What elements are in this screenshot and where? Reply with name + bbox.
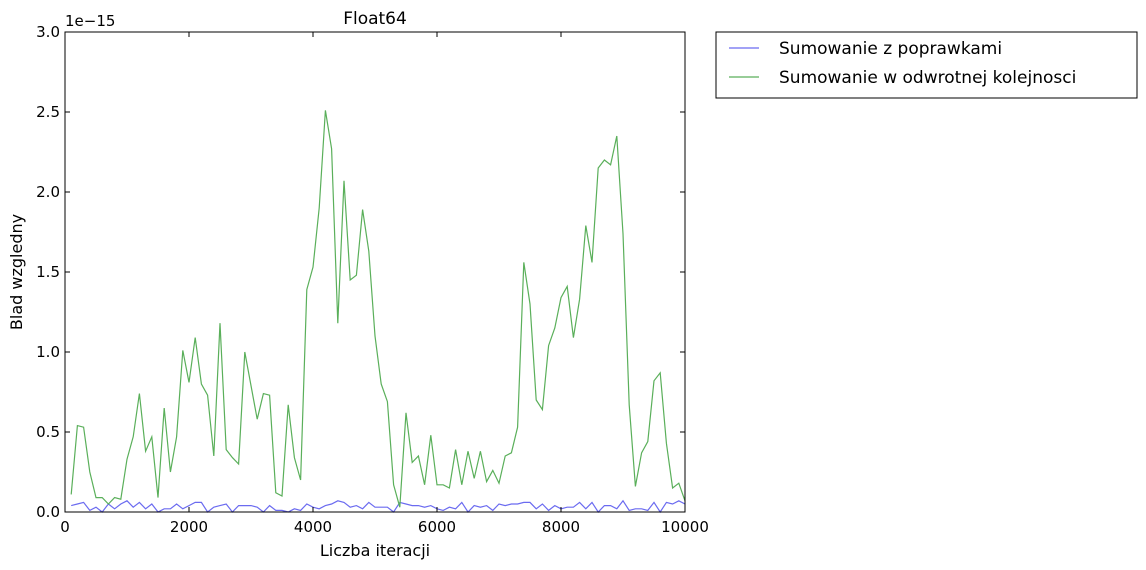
series-layer xyxy=(70,110,686,514)
legend-label-sumowanie-w-odwrotnej-kolejnosci: Sumowanie w odwrotnej kolejnosci xyxy=(779,68,1076,88)
y-tick-label: 3.0 xyxy=(36,23,60,41)
series-line-sumowanie-w-odwrotnej-kolejnosci xyxy=(70,110,686,508)
y-tick-label: 2.0 xyxy=(36,183,60,201)
y-tick-label: 0.5 xyxy=(36,423,60,441)
ticks-layer: 0 2000 4000 6000 8000 10000 0.0 0.5 1.0 1.5 2.0 2.5… xyxy=(36,23,709,536)
x-tick-label: 10000 xyxy=(661,518,709,536)
x-tick-label: 2000 xyxy=(170,518,208,536)
x-tick-label: 8000 xyxy=(542,518,580,536)
y-tick-label: 1.0 xyxy=(36,343,60,361)
plot-area-frame xyxy=(64,31,686,513)
y-tick-label: 1.5 xyxy=(36,263,60,281)
y-tick-label: 2.5 xyxy=(36,103,60,121)
x-axis-label: Liczba iteracji xyxy=(320,541,430,560)
y-axis-label: Blad wzgledny xyxy=(7,214,26,330)
legend-label-sumowanie-z-poprawkami: Sumowanie z poprawkami xyxy=(779,39,1002,59)
x-tick-label: 0 xyxy=(60,518,70,536)
series-line-sumowanie-z-poprawkami xyxy=(71,499,686,514)
y-tick-label: 0.0 xyxy=(36,503,60,521)
x-tick-label: 6000 xyxy=(418,518,456,536)
x-tick-label: 4000 xyxy=(294,518,332,536)
chart-title: Float64 xyxy=(343,9,407,29)
y-axis-offset-text: 1e−15 xyxy=(65,12,115,30)
legend-box xyxy=(715,31,1138,99)
legend: Sumowanie z poprawkami Sumowanie w odwro… xyxy=(715,31,1138,99)
